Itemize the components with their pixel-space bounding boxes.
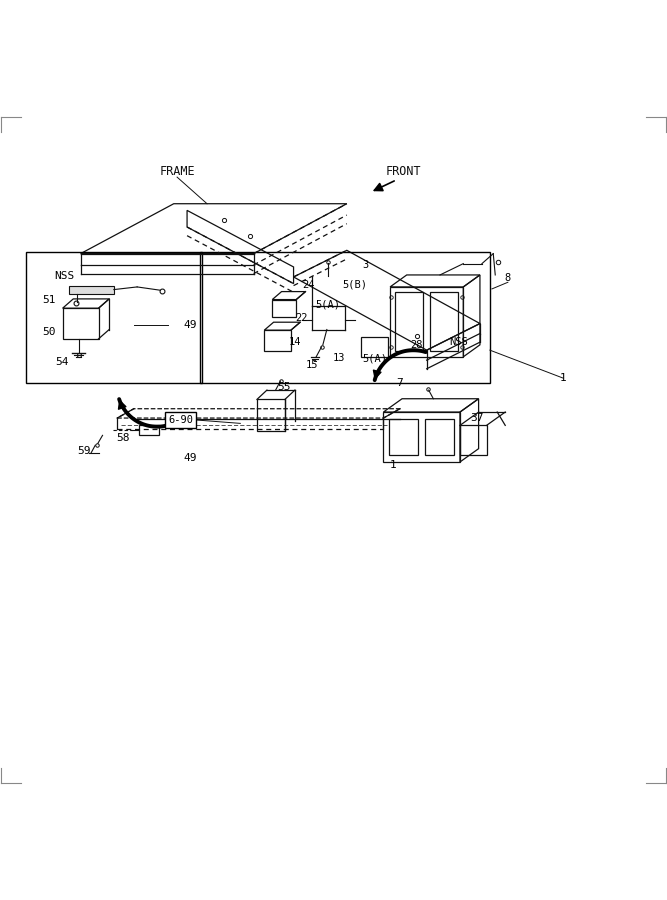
Text: 1: 1 (390, 460, 397, 471)
Text: NSS: NSS (54, 271, 74, 281)
Text: 54: 54 (55, 357, 69, 367)
Text: 50: 50 (42, 327, 55, 337)
Text: FRONT: FRONT (386, 166, 421, 178)
Text: 13: 13 (333, 353, 345, 363)
Text: 55: 55 (277, 382, 290, 392)
Text: 5(A): 5(A) (362, 353, 388, 363)
Text: 58: 58 (116, 433, 129, 443)
Text: 5(A): 5(A) (315, 300, 341, 310)
Bar (389, 418, 418, 455)
Text: 6-90: 6-90 (168, 415, 193, 425)
Text: 1: 1 (560, 374, 566, 383)
Text: 14: 14 (289, 338, 301, 347)
Bar (430, 292, 458, 352)
Text: 7: 7 (397, 378, 404, 389)
Text: 15: 15 (306, 360, 318, 370)
Bar (26, 252, 202, 383)
Bar (396, 292, 424, 352)
Text: 49: 49 (183, 320, 197, 330)
Text: NSS: NSS (450, 338, 468, 347)
Text: 5(B): 5(B) (342, 280, 368, 290)
Text: 8: 8 (505, 274, 511, 284)
Text: 51: 51 (42, 295, 55, 305)
Text: 49: 49 (183, 453, 197, 463)
Polygon shape (69, 285, 114, 293)
Text: 59: 59 (77, 446, 91, 456)
Text: 24: 24 (302, 280, 314, 290)
Text: FRAME: FRAME (159, 166, 195, 178)
Bar (200, 252, 490, 383)
Text: 3: 3 (362, 260, 369, 270)
Text: 28: 28 (410, 340, 423, 350)
Text: 22: 22 (295, 313, 307, 323)
Bar (425, 418, 454, 455)
Text: 37: 37 (470, 413, 484, 423)
